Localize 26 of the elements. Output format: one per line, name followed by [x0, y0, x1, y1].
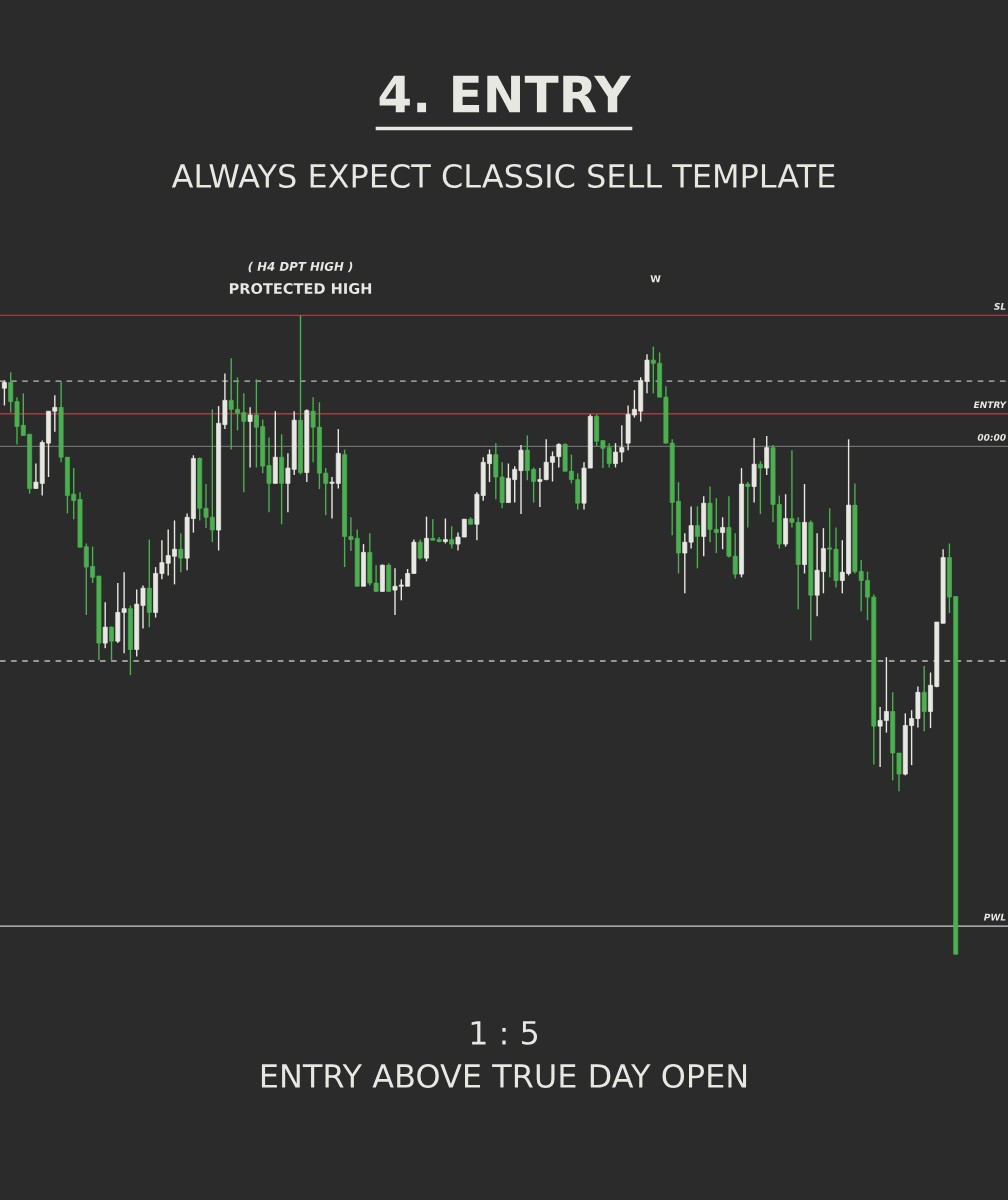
- candlestick: [1, 379, 7, 407]
- candlestick: [720, 516, 726, 550]
- candlestick: [745, 481, 751, 529]
- candlestick: [694, 505, 700, 570]
- ref-line-label: PWL: [983, 913, 1006, 921]
- annotation: 00:00: [977, 433, 1006, 441]
- candlestick: [751, 437, 757, 504]
- text: W: [650, 275, 661, 283]
- text: ENTRY ABOVE TRUE DAY OPEN: [261, 1063, 747, 1089]
- text: PROTECTED HIGH: [229, 283, 372, 295]
- candlestick: [178, 532, 184, 573]
- candlestick: [757, 460, 763, 515]
- candlestick: [424, 515, 429, 563]
- candlestick: [102, 601, 108, 649]
- candlestick: [764, 435, 770, 476]
- chart-subtitle: ALWAYS EXPECT CLASSIC SELL TEMPLATE: [171, 163, 835, 189]
- candlestick: [247, 406, 253, 469]
- ref-line-label: ENTRY: [973, 401, 1007, 409]
- candlestick: [442, 517, 448, 545]
- text: ( H4 DPT HIGH ): [248, 261, 353, 273]
- candlestick: [449, 525, 455, 550]
- candlestick: [109, 625, 114, 662]
- ref-line-label: SL: [993, 302, 1006, 310]
- candlestick: [921, 665, 927, 732]
- chart-title: 4. ENTRY: [379, 75, 632, 113]
- text: 1 : 5: [471, 1021, 538, 1045]
